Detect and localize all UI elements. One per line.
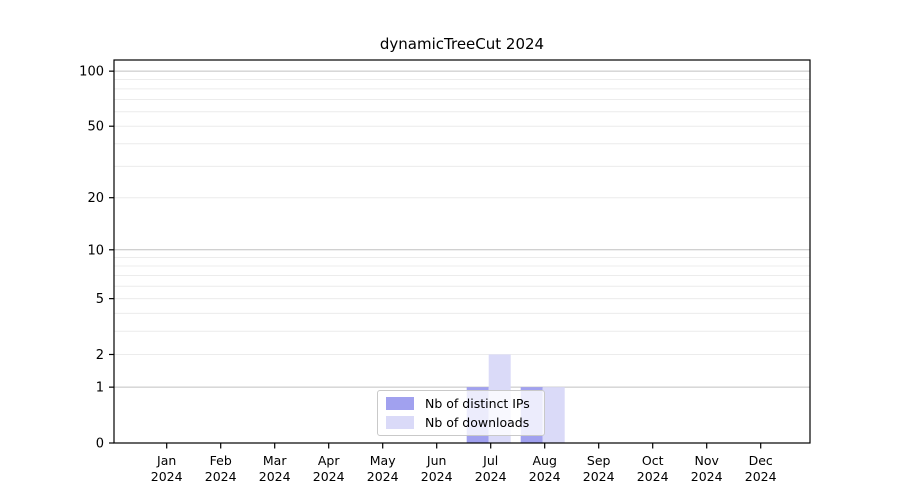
x-tick-label-year-aug: 2024 xyxy=(529,469,561,484)
x-tick-label-month-aug: Aug xyxy=(532,453,556,468)
legend-swatch-distinct-ips-icon xyxy=(386,397,414,410)
x-tick-label-month-sep: Sep xyxy=(587,453,611,468)
x-tick-label-month-nov: Nov xyxy=(694,453,719,468)
x-tick-label-year-sep: 2024 xyxy=(583,469,615,484)
x-tick-label-year-jan: 2024 xyxy=(151,469,183,484)
x-tick-label-year-jun: 2024 xyxy=(421,469,453,484)
legend-item-downloads: Nb of downloads xyxy=(386,414,536,431)
x-tick-label-month-mar: Mar xyxy=(263,453,287,468)
y-tick-label-5: 5 xyxy=(96,292,104,307)
x-tick-label-month-feb: Feb xyxy=(210,453,232,468)
x-tick-label-year-may: 2024 xyxy=(367,469,399,484)
y-tick-label-100: 100 xyxy=(79,65,104,80)
x-tick-label-month-jun: Jun xyxy=(426,453,447,468)
x-tick-label-month-may: May xyxy=(370,453,396,468)
legend-swatch-downloads-icon xyxy=(386,416,414,429)
x-tick-label-month-dec: Dec xyxy=(749,453,773,468)
legend: Nb of distinct IPs Nb of downloads xyxy=(377,390,545,436)
x-tick-label-year-oct: 2024 xyxy=(637,469,669,484)
y-tick-label-0: 0 xyxy=(96,437,104,452)
chart-title: dynamicTreeCut 2024 xyxy=(379,35,545,53)
bar-nb-of-downloads-aug xyxy=(542,387,565,443)
axes-box xyxy=(113,59,811,444)
x-tick-label-year-apr: 2024 xyxy=(313,469,345,484)
x-tick-label-month-apr: Apr xyxy=(318,453,340,468)
x-tick-label-year-feb: 2024 xyxy=(205,469,237,484)
y-tick-label-1: 1 xyxy=(96,381,104,396)
x-tick-label-year-dec: 2024 xyxy=(745,469,777,484)
y-tick-label-50: 50 xyxy=(87,120,104,135)
x-tick-label-year-jul: 2024 xyxy=(475,469,507,484)
y-tick-label-20: 20 xyxy=(87,191,104,206)
legend-item-distinct-ips: Nb of distinct IPs xyxy=(386,395,536,412)
x-tick-label-month-oct: Oct xyxy=(642,453,664,468)
legend-label-distinct-ips: Nb of distinct IPs xyxy=(425,396,530,411)
x-tick-label-month-jan: Jan xyxy=(156,453,176,468)
x-tick-label-year-mar: 2024 xyxy=(259,469,291,484)
x-tick-label-month-jul: Jul xyxy=(482,453,498,468)
y-tick-label-10: 10 xyxy=(87,243,104,258)
x-tick-label-year-nov: 2024 xyxy=(691,469,723,484)
legend-label-downloads: Nb of downloads xyxy=(425,415,530,430)
y-tick-label-2: 2 xyxy=(96,348,104,363)
